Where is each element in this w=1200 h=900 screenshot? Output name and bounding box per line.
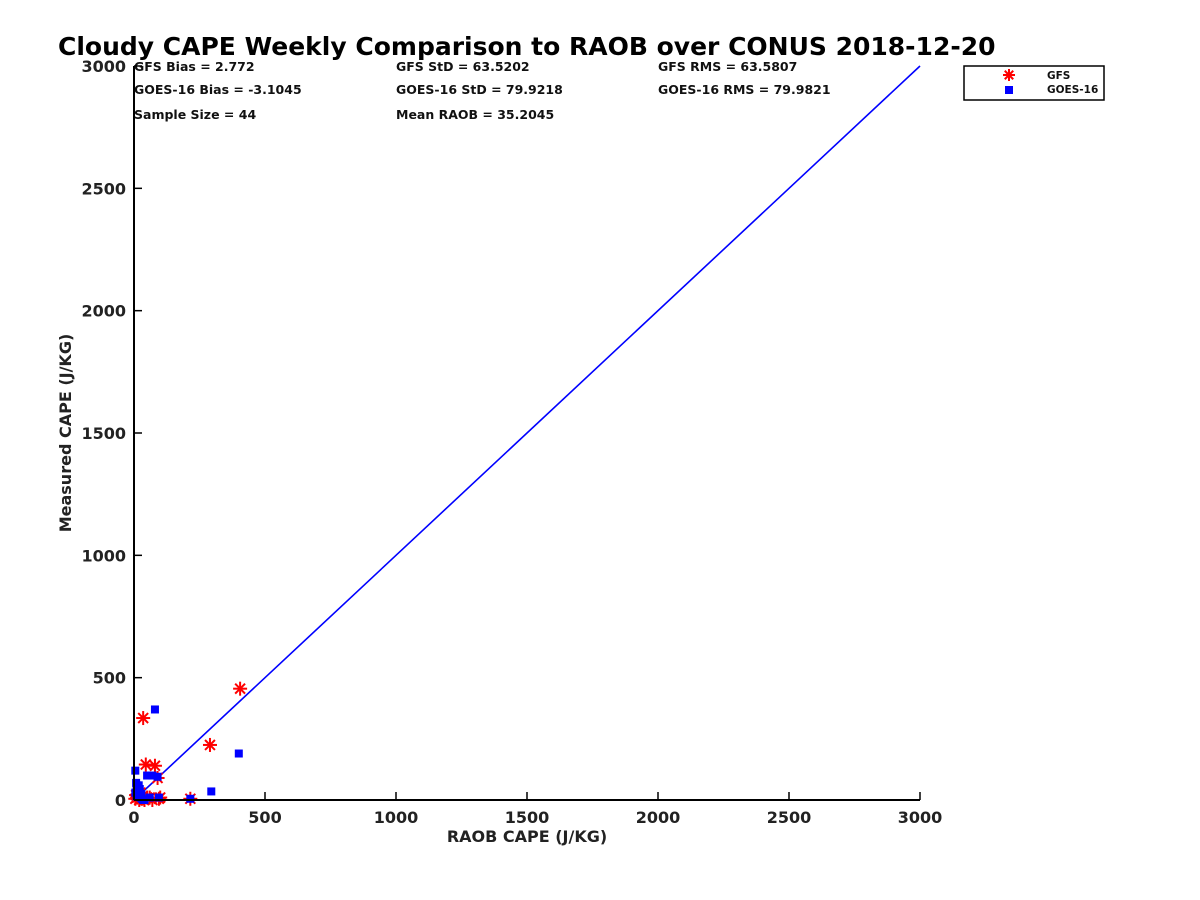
y-axis-label: Measured CAPE (J/KG) bbox=[56, 334, 75, 533]
legend-gfs-label: GFS bbox=[1047, 70, 1070, 82]
legend-goes16-label: GOES-16 bbox=[1047, 84, 1098, 96]
gfs-point bbox=[202, 737, 217, 752]
stat-text: GOES-16 StD = 79.9218 bbox=[396, 82, 563, 97]
x-tick-label: 2500 bbox=[767, 808, 812, 827]
y-tick-label: 1000 bbox=[81, 546, 126, 565]
stat-text: GFS StD = 63.5202 bbox=[396, 59, 530, 74]
stat-text: GFS RMS = 63.5807 bbox=[658, 59, 797, 74]
goes16-point bbox=[145, 793, 154, 802]
y-tick-label: 500 bbox=[93, 669, 126, 688]
y-tick-label: 2000 bbox=[81, 302, 126, 321]
goes16-point bbox=[143, 771, 152, 780]
asterisk-stroke bbox=[149, 760, 161, 772]
stat-text: Sample Size = 44 bbox=[134, 107, 256, 122]
goes16-point bbox=[186, 794, 195, 803]
series-goes-16 bbox=[131, 705, 243, 804]
legend-goes16-marker bbox=[1005, 86, 1013, 94]
stats-block: GFS Bias = 2.772 GFS StD = 63.5202 GFS RMS… bbox=[134, 59, 831, 122]
x-tick-label: 1000 bbox=[374, 808, 419, 827]
legend-gfs-marker bbox=[1003, 69, 1015, 81]
gfs-point bbox=[233, 681, 248, 696]
x-tick-label: 0 bbox=[128, 808, 139, 827]
y-tick-label: 1500 bbox=[81, 424, 126, 443]
y-tick-label: 2500 bbox=[81, 179, 126, 198]
asterisk-stroke bbox=[204, 739, 216, 751]
goes16-point bbox=[148, 771, 157, 780]
gfs-point bbox=[147, 758, 162, 773]
goes16-point bbox=[150, 705, 159, 714]
y-tick-label: 0 bbox=[115, 791, 126, 810]
asterisk-stroke bbox=[1004, 70, 1014, 80]
goes16-point bbox=[234, 749, 243, 758]
chart-title: Cloudy CAPE Weekly Comparison to RAOB ov… bbox=[58, 32, 996, 61]
goes16-point bbox=[207, 787, 216, 796]
goes16-point bbox=[154, 793, 163, 802]
asterisk-stroke bbox=[234, 683, 246, 695]
stat-text: GFS Bias = 2.772 bbox=[134, 59, 255, 74]
axes: 0 500 1000 1500 2000 2500 3000 0 500 1000 1500 2000… bbox=[81, 57, 942, 827]
x-tick-label: 1500 bbox=[505, 808, 550, 827]
y-tick-label: 3000 bbox=[81, 57, 126, 76]
legend-box bbox=[963, 65, 1105, 101]
goes16-point bbox=[137, 789, 146, 798]
x-tick-label: 500 bbox=[248, 808, 281, 827]
plot-area bbox=[128, 65, 921, 807]
stat-text: GOES-16 Bias = -3.1045 bbox=[134, 82, 302, 97]
goes16-point bbox=[135, 784, 144, 793]
asterisk-stroke bbox=[137, 712, 149, 724]
goes16-point bbox=[131, 766, 140, 775]
one-to-one-line bbox=[133, 65, 921, 801]
x-tick-label: 3000 bbox=[898, 808, 943, 827]
asterisk-stroke bbox=[140, 758, 152, 771]
goes16-point bbox=[153, 772, 162, 781]
gfs-point bbox=[136, 711, 151, 726]
gfs-point bbox=[138, 757, 153, 772]
stat-text: Mean RAOB = 35.2045 bbox=[396, 107, 554, 122]
legend: GFS GOES-16 bbox=[963, 65, 1105, 101]
stat-text: GOES-16 RMS = 79.9821 bbox=[658, 82, 831, 97]
x-tick-label: 2000 bbox=[636, 808, 681, 827]
x-axis-label: RAOB CAPE (J/KG) bbox=[447, 827, 607, 846]
